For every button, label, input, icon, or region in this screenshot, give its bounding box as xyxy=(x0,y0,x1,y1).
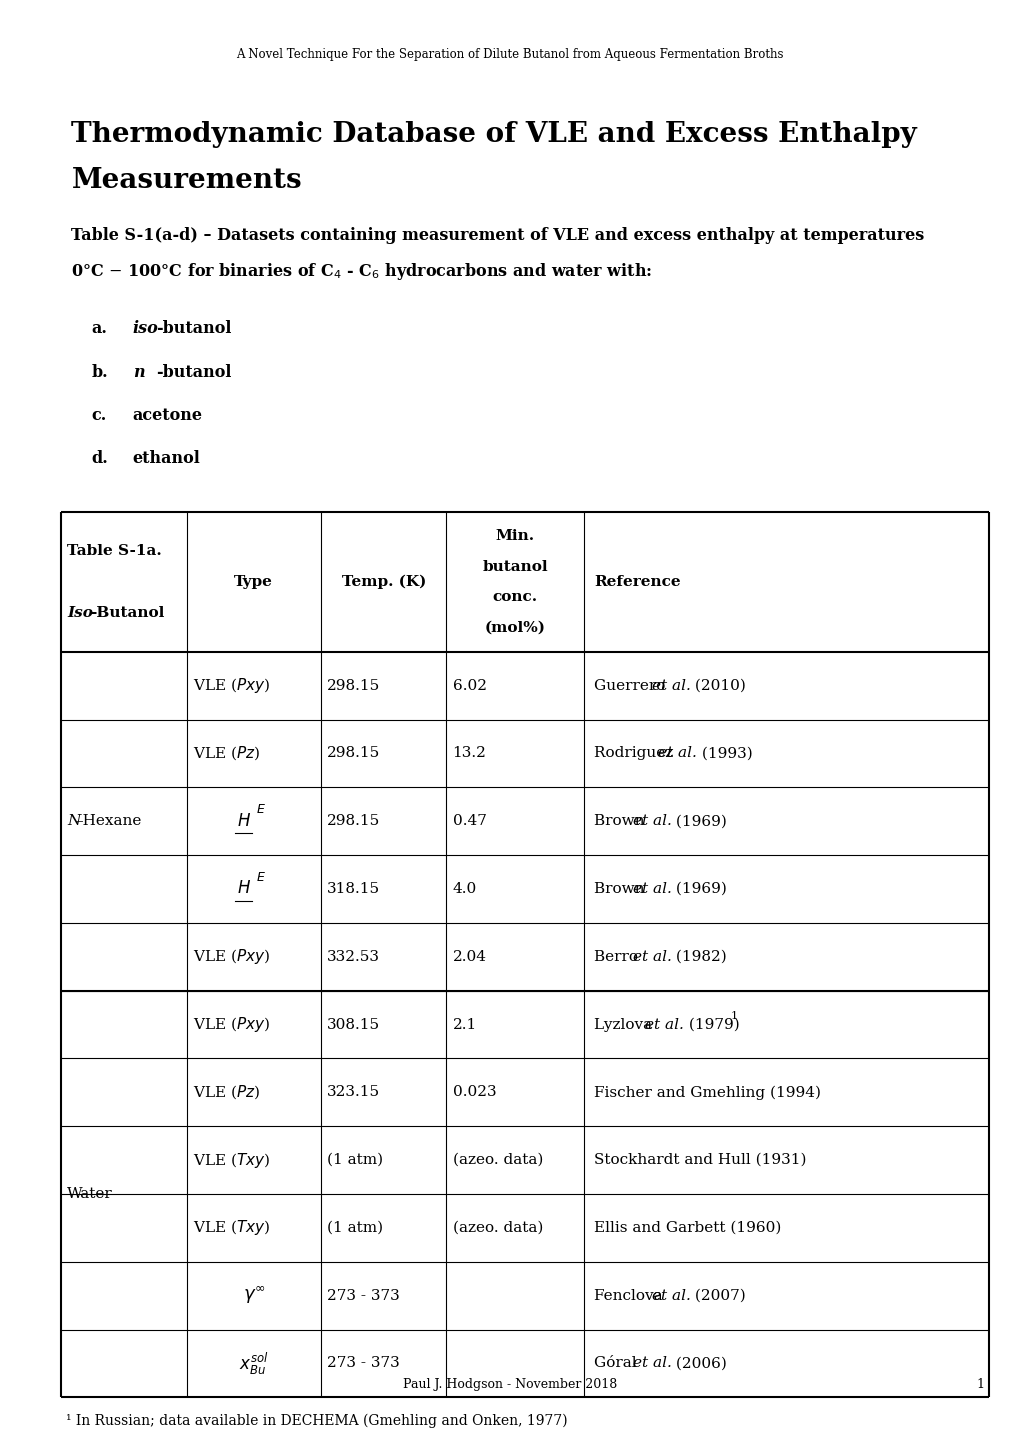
Text: Iso: Iso xyxy=(67,606,93,620)
Text: (azeo. data): (azeo. data) xyxy=(452,1221,542,1234)
Text: et al.: et al. xyxy=(657,747,696,760)
Text: Ellis and Garbett (1960): Ellis and Garbett (1960) xyxy=(593,1221,781,1234)
Text: et al.: et al. xyxy=(651,1289,690,1302)
Text: (1 atm): (1 atm) xyxy=(327,1154,383,1167)
Text: $H$: $H$ xyxy=(236,813,251,829)
Text: 273 - 373: 273 - 373 xyxy=(327,1357,399,1370)
Text: $x_{Bu}^{sol}$: $x_{Bu}^{sol}$ xyxy=(238,1350,268,1377)
Text: 0.47: 0.47 xyxy=(452,815,486,828)
Text: 323.15: 323.15 xyxy=(327,1086,380,1099)
Text: (mol%): (mol%) xyxy=(484,620,545,634)
Text: -butanol: -butanol xyxy=(156,363,231,381)
Text: (1 atm): (1 atm) xyxy=(327,1221,383,1234)
Text: et al.: et al. xyxy=(632,883,671,895)
Text: et al.: et al. xyxy=(632,950,671,963)
Text: -Butanol: -Butanol xyxy=(90,606,164,620)
Text: Table S-1(a-d) – Datasets containing measurement of VLE and excess enthalpy at t: Table S-1(a-d) – Datasets containing mea… xyxy=(71,226,924,244)
Text: Rodriguez: Rodriguez xyxy=(593,747,678,760)
Text: 298.15: 298.15 xyxy=(327,815,380,828)
Text: (2006): (2006) xyxy=(671,1357,727,1370)
Text: 13.2: 13.2 xyxy=(452,747,486,760)
Text: Temp. (K): Temp. (K) xyxy=(341,575,426,588)
Text: n: n xyxy=(132,363,144,381)
Text: VLE ($Txy$): VLE ($Txy$) xyxy=(193,1218,270,1237)
Text: a.: a. xyxy=(92,320,108,337)
Text: 0°C $-$ 100°C for binaries of C$_4$ - C$_6$ hydrocarbons and water with:: 0°C $-$ 100°C for binaries of C$_4$ - C$… xyxy=(71,261,652,281)
Text: VLE ($Pxy$): VLE ($Pxy$) xyxy=(193,676,270,695)
Text: et al.: et al. xyxy=(645,1018,684,1031)
Text: 2.1: 2.1 xyxy=(452,1018,476,1031)
Text: –Hexane: –Hexane xyxy=(75,815,142,828)
Text: 332.53: 332.53 xyxy=(327,950,380,963)
Text: butanol: butanol xyxy=(482,559,547,574)
Text: 308.15: 308.15 xyxy=(327,1018,380,1031)
Text: (1982): (1982) xyxy=(671,950,727,963)
Text: 6.02: 6.02 xyxy=(452,679,486,692)
Text: $\gamma^{\infty}$: $\gamma^{\infty}$ xyxy=(243,1285,265,1306)
Text: et al.: et al. xyxy=(632,1357,671,1370)
Text: 273 - 373: 273 - 373 xyxy=(327,1289,399,1302)
Text: (2007): (2007) xyxy=(690,1289,745,1302)
Text: Guerrero: Guerrero xyxy=(593,679,669,692)
Text: Table S-1a.: Table S-1a. xyxy=(67,544,162,558)
Text: VLE ($Pxy$): VLE ($Pxy$) xyxy=(193,947,270,966)
Text: 4.0: 4.0 xyxy=(452,883,476,895)
Text: VLE ($Pz$): VLE ($Pz$) xyxy=(193,1083,260,1102)
Text: c.: c. xyxy=(92,407,107,424)
Text: Paul J. Hodgson - November 2018: Paul J. Hodgson - November 2018 xyxy=(403,1377,616,1392)
Text: (2010): (2010) xyxy=(690,679,746,692)
Text: N: N xyxy=(67,815,81,828)
Text: Thermodynamic Database of VLE and Excess Enthalpy: Thermodynamic Database of VLE and Excess… xyxy=(71,121,916,147)
Text: 318.15: 318.15 xyxy=(327,883,380,895)
Text: Brown: Brown xyxy=(593,883,649,895)
Text: 1: 1 xyxy=(731,1011,738,1021)
Text: Brown: Brown xyxy=(593,815,649,828)
Text: d.: d. xyxy=(92,450,108,467)
Text: VLE ($Pz$): VLE ($Pz$) xyxy=(193,744,260,763)
Text: 2.04: 2.04 xyxy=(452,950,486,963)
Text: et al.: et al. xyxy=(632,815,671,828)
Text: Measurements: Measurements xyxy=(71,167,302,193)
Text: (1969): (1969) xyxy=(671,883,727,895)
Text: 298.15: 298.15 xyxy=(327,679,380,692)
Text: (1979): (1979) xyxy=(684,1018,739,1031)
Text: $E$: $E$ xyxy=(256,803,266,816)
Text: Berro: Berro xyxy=(593,950,642,963)
Text: ethanol: ethanol xyxy=(132,450,200,467)
Text: A Novel Technique For the Separation of Dilute Butanol from Aqueous Fermentation: A Novel Technique For the Separation of … xyxy=(236,48,783,62)
Text: (1969): (1969) xyxy=(671,815,727,828)
Text: -butanol: -butanol xyxy=(156,320,231,337)
Text: Water: Water xyxy=(67,1187,113,1201)
Text: Fenclova: Fenclova xyxy=(593,1289,666,1302)
Text: Stockhardt and Hull (1931): Stockhardt and Hull (1931) xyxy=(593,1154,806,1167)
Text: b.: b. xyxy=(92,363,108,381)
Text: $E$: $E$ xyxy=(256,871,266,884)
Text: iso: iso xyxy=(132,320,158,337)
Text: Lyzlova: Lyzlova xyxy=(593,1018,656,1031)
Text: (1993): (1993) xyxy=(696,747,752,760)
Text: conc.: conc. xyxy=(492,590,537,604)
Text: Reference: Reference xyxy=(593,575,680,588)
Text: ¹ In Russian; data available in DECHEMA (Gmehling and Onken, 1977): ¹ In Russian; data available in DECHEMA … xyxy=(66,1413,568,1428)
Text: Type: Type xyxy=(234,575,273,588)
Text: VLE ($Pxy$): VLE ($Pxy$) xyxy=(193,1015,270,1034)
Text: 298.15: 298.15 xyxy=(327,747,380,760)
Text: VLE ($Txy$): VLE ($Txy$) xyxy=(193,1151,270,1169)
Text: Fischer and Gmehling (1994): Fischer and Gmehling (1994) xyxy=(593,1086,820,1099)
Text: $H$: $H$ xyxy=(236,881,251,897)
Text: Góral: Góral xyxy=(593,1357,641,1370)
Text: et al.: et al. xyxy=(651,679,690,692)
Text: (azeo. data): (azeo. data) xyxy=(452,1154,542,1167)
Text: 1: 1 xyxy=(975,1377,983,1392)
Text: 0.023: 0.023 xyxy=(452,1086,495,1099)
Text: Min.: Min. xyxy=(495,529,534,544)
Text: acetone: acetone xyxy=(132,407,203,424)
